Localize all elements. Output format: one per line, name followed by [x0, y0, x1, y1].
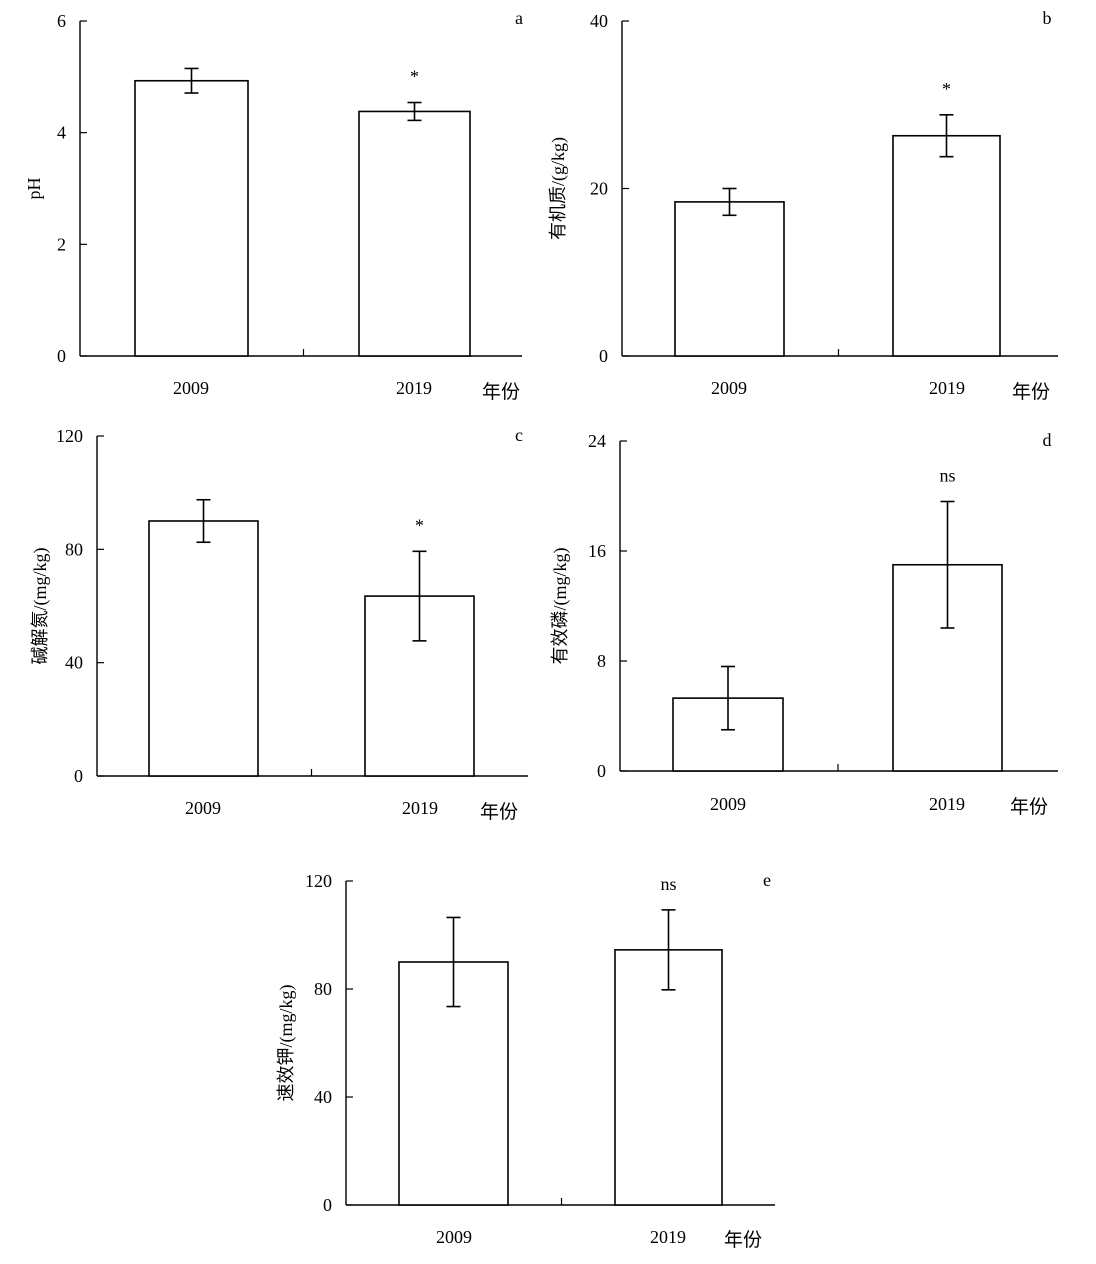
y-tick-label: 24	[588, 431, 606, 451]
y-tick-label: 0	[74, 766, 83, 786]
y-tick-label: 20	[590, 179, 608, 199]
chart-panel-b: 0 20 40 2009 * 2019 年份 有机质/(g/kg) b	[548, 8, 1058, 403]
y-axis-title: 有效磷/(mg/kg)	[550, 548, 571, 665]
x-category-label: 2009	[436, 1227, 472, 1247]
x-axis-title: 年份	[480, 801, 518, 823]
y-tick-label: 8	[597, 651, 606, 671]
y-tick-label: 80	[314, 979, 332, 999]
significance-label: *	[410, 67, 419, 87]
y-tick-label: 40	[65, 653, 83, 673]
panel-letter: a	[515, 8, 523, 28]
x-category-label: 2009	[711, 378, 747, 398]
y-tick-label: 16	[588, 541, 606, 561]
bar-2009	[134, 79, 249, 357]
x-category-label: 2019	[396, 378, 432, 398]
y-axis-title: 碱解氮/(mg/kg)	[30, 548, 51, 665]
bar-2019	[892, 134, 1001, 357]
x-category-label: 2019	[929, 378, 965, 398]
y-tick-label: 120	[56, 426, 83, 446]
panel-letter: c	[515, 425, 523, 445]
y-tick-label: 0	[323, 1195, 332, 1215]
y-tick-label: 120	[305, 871, 332, 891]
chart-panel-d: 0 8 16 24 2009 ns 2019 年份 有效磷/(mg/kg) d	[550, 430, 1058, 818]
y-axis-title: 有机质/(g/kg)	[548, 137, 569, 240]
x-category-label: 2009	[710, 794, 746, 814]
y-tick-label: 40	[314, 1087, 332, 1107]
chart-panel-a: 0 2 4 6 2009 * 2019 年份 pH a	[24, 8, 523, 403]
y-axis-title: 速效钾/(mg/kg)	[276, 985, 297, 1102]
significance-label: ns	[660, 874, 676, 894]
chart-panel-c: 0 40 80 120 2009 * 2019 年份 碱解氮/(mg/kg) c	[30, 425, 528, 823]
y-tick-label: 6	[57, 11, 66, 31]
y-tick-label: 4	[57, 123, 66, 143]
significance-label: *	[415, 515, 424, 535]
y-tick-label: 2	[57, 234, 66, 254]
x-category-label: 2009	[173, 378, 209, 398]
bar-2009	[148, 520, 259, 777]
chart-panel-e: 0 40 80 120 2009 ns 2019 年份 速效钾/(mg/kg) e	[276, 870, 775, 1251]
x-category-label: 2019	[929, 794, 965, 814]
x-category-label: 2019	[650, 1227, 686, 1247]
significance-label: *	[942, 79, 951, 99]
bar-2009	[674, 201, 785, 357]
y-tick-label: 0	[597, 761, 606, 781]
significance-label: ns	[939, 466, 955, 486]
y-tick-label: 40	[590, 11, 608, 31]
panel-letter: d	[1043, 430, 1052, 450]
y-tick-label: 0	[57, 346, 66, 366]
bar-2019	[892, 563, 1003, 772]
x-category-label: 2009	[185, 798, 221, 818]
bar-2019	[358, 110, 471, 357]
panel-letter: b	[1043, 8, 1052, 28]
x-axis-title: 年份	[1010, 796, 1048, 818]
x-category-label: 2019	[402, 798, 438, 818]
x-axis-title: 年份	[1012, 381, 1050, 403]
x-axis-title: 年份	[724, 1229, 762, 1251]
y-tick-label: 80	[65, 539, 83, 559]
y-axis-title: pH	[24, 178, 44, 200]
y-tick-label: 0	[599, 346, 608, 366]
bar-2019	[614, 949, 723, 1206]
panel-letter: e	[763, 870, 771, 890]
x-axis-title: 年份	[482, 381, 520, 403]
